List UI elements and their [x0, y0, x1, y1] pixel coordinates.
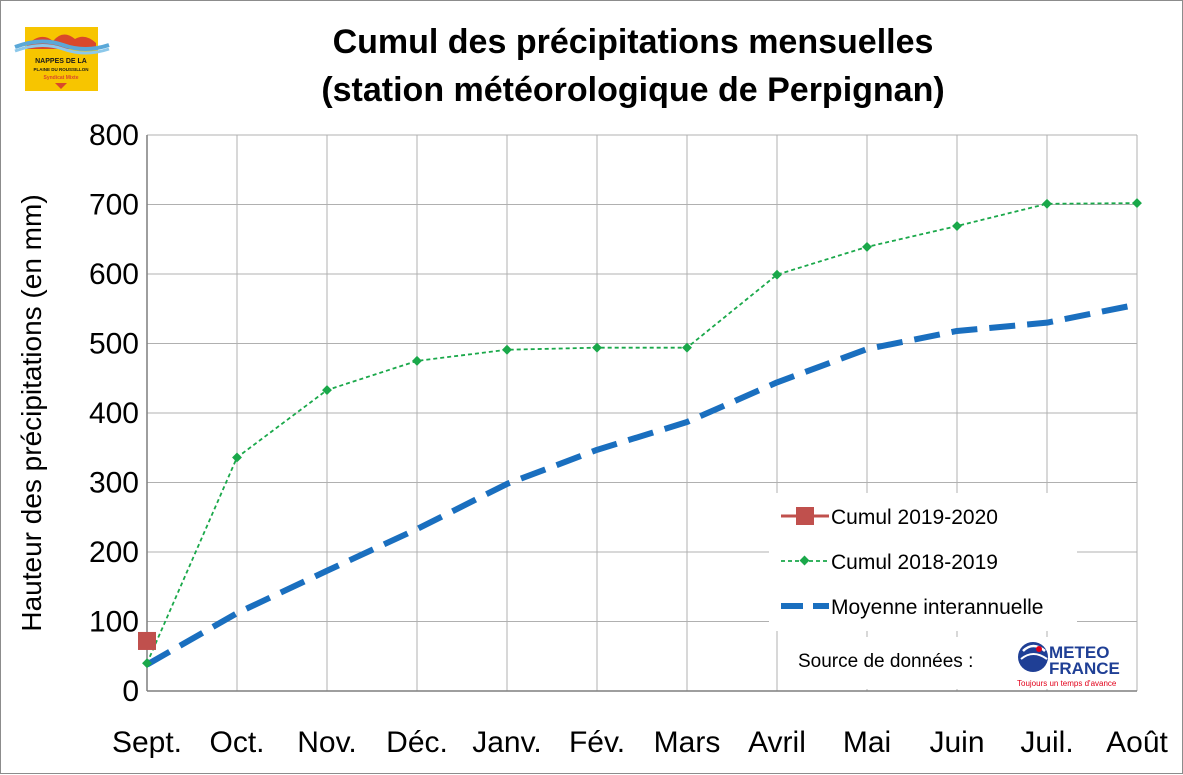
data-point-cumul-2018-2019: [412, 355, 422, 366]
meteo-brand-line1: METEO: [1049, 643, 1109, 662]
y-tick-label: 600: [89, 258, 139, 291]
chart-title-line2: (station météorologique de Perpignan): [321, 71, 944, 109]
x-tick-label: Juin: [929, 726, 984, 759]
data-point-cumul-2018-2019: [1042, 198, 1052, 209]
x-tick-label: Juil.: [1020, 726, 1073, 759]
x-tick-label: Déc.: [386, 726, 448, 759]
data-point-cumul-2018-2019: [322, 385, 332, 396]
y-tick-label: 0: [122, 675, 139, 708]
legend-label-cumul-2019-2020: Cumul 2019-2020: [831, 506, 998, 529]
y-tick-label: 200: [89, 536, 139, 569]
data-point-cumul-2018-2019: [142, 658, 152, 669]
data-point-cumul-2019-2020: [138, 631, 156, 650]
legend: Cumul 2019-2020 Cumul 2018-2019 Moyenne …: [769, 493, 1077, 631]
x-tick-label: Avril: [748, 726, 806, 759]
data-point-cumul-2018-2019: [772, 269, 782, 280]
legend-item-cumul-2019-2020: Cumul 2019-2020: [781, 506, 998, 529]
meteo-brand-line2: FRANCE: [1049, 659, 1120, 678]
data-point-cumul-2018-2019: [592, 342, 602, 353]
legend-label-moyenne: Moyenne interannuelle: [831, 596, 1043, 619]
y-tick-label: 100: [89, 606, 139, 639]
data-point-cumul-2018-2019: [952, 221, 962, 231]
data-point-cumul-2018-2019: [502, 344, 512, 355]
x-tick-label: Oct.: [209, 726, 264, 759]
legend-label-cumul-2018-2019: Cumul 2018-2019: [831, 551, 998, 574]
data-point-cumul-2018-2019: [862, 241, 872, 252]
y-tick-label: 400: [89, 397, 139, 430]
logo-line3: Syndicat Mixte: [43, 75, 78, 81]
legend-swatch-marker-2019-2020: [796, 507, 814, 525]
axis-layer: 0 100 200 300 400 500 600 700 800 Sept. Oct. Nov. Dé…: [89, 119, 1169, 759]
y-axis-label: Hauteur des précipitations (en mm): [16, 194, 47, 631]
source-label: Source de données :: [798, 651, 973, 672]
syndicat-logo: NAPPES DE LA PLAINE DU ROUSSILLON Syndic…: [14, 27, 110, 91]
legend-item-cumul-2018-2019: Cumul 2018-2019: [781, 551, 998, 574]
logo-line1: NAPPES DE LA: [35, 58, 87, 65]
y-tick-label: 700: [89, 189, 139, 222]
data-point-cumul-2018-2019: [682, 342, 692, 353]
logo-line2: PLAINE DU ROUSSILLON: [33, 67, 88, 72]
y-tick-label: 300: [89, 467, 139, 500]
y-tick-label: 800: [89, 119, 139, 152]
legend-item-moyenne: Moyenne interannuelle: [781, 596, 1043, 619]
x-tick-label: Fév.: [569, 726, 625, 759]
series-line-cumul-2018-2019: [146, 202, 1138, 664]
x-tick-label: Sept.: [112, 726, 182, 759]
x-tick-label: Août: [1106, 726, 1168, 759]
series-layer: [138, 198, 1142, 669]
x-tick-label: Mai: [843, 726, 891, 759]
legend-swatch-marker-2018-2019: [799, 555, 810, 566]
data-point-cumul-2018-2019: [1132, 198, 1142, 209]
y-tick-label: 500: [89, 328, 139, 361]
meteo-france-logo: METEO FRANCE Toujours un temps d'avance: [1017, 642, 1120, 688]
meteo-tagline: Toujours un temps d'avance: [1017, 679, 1117, 688]
series-line-moyenne-interannuelle: [145, 301, 1138, 668]
data-point-cumul-2018-2019: [232, 452, 242, 463]
x-tick-label: Janv.: [472, 726, 541, 759]
x-tick-label: Nov.: [297, 726, 356, 759]
data-source: Source de données : METEO FRANCE Toujour…: [791, 637, 1131, 689]
x-tick-label: Mars: [654, 726, 721, 759]
chart-title-line1: Cumul des précipitations mensuelles: [333, 23, 934, 61]
